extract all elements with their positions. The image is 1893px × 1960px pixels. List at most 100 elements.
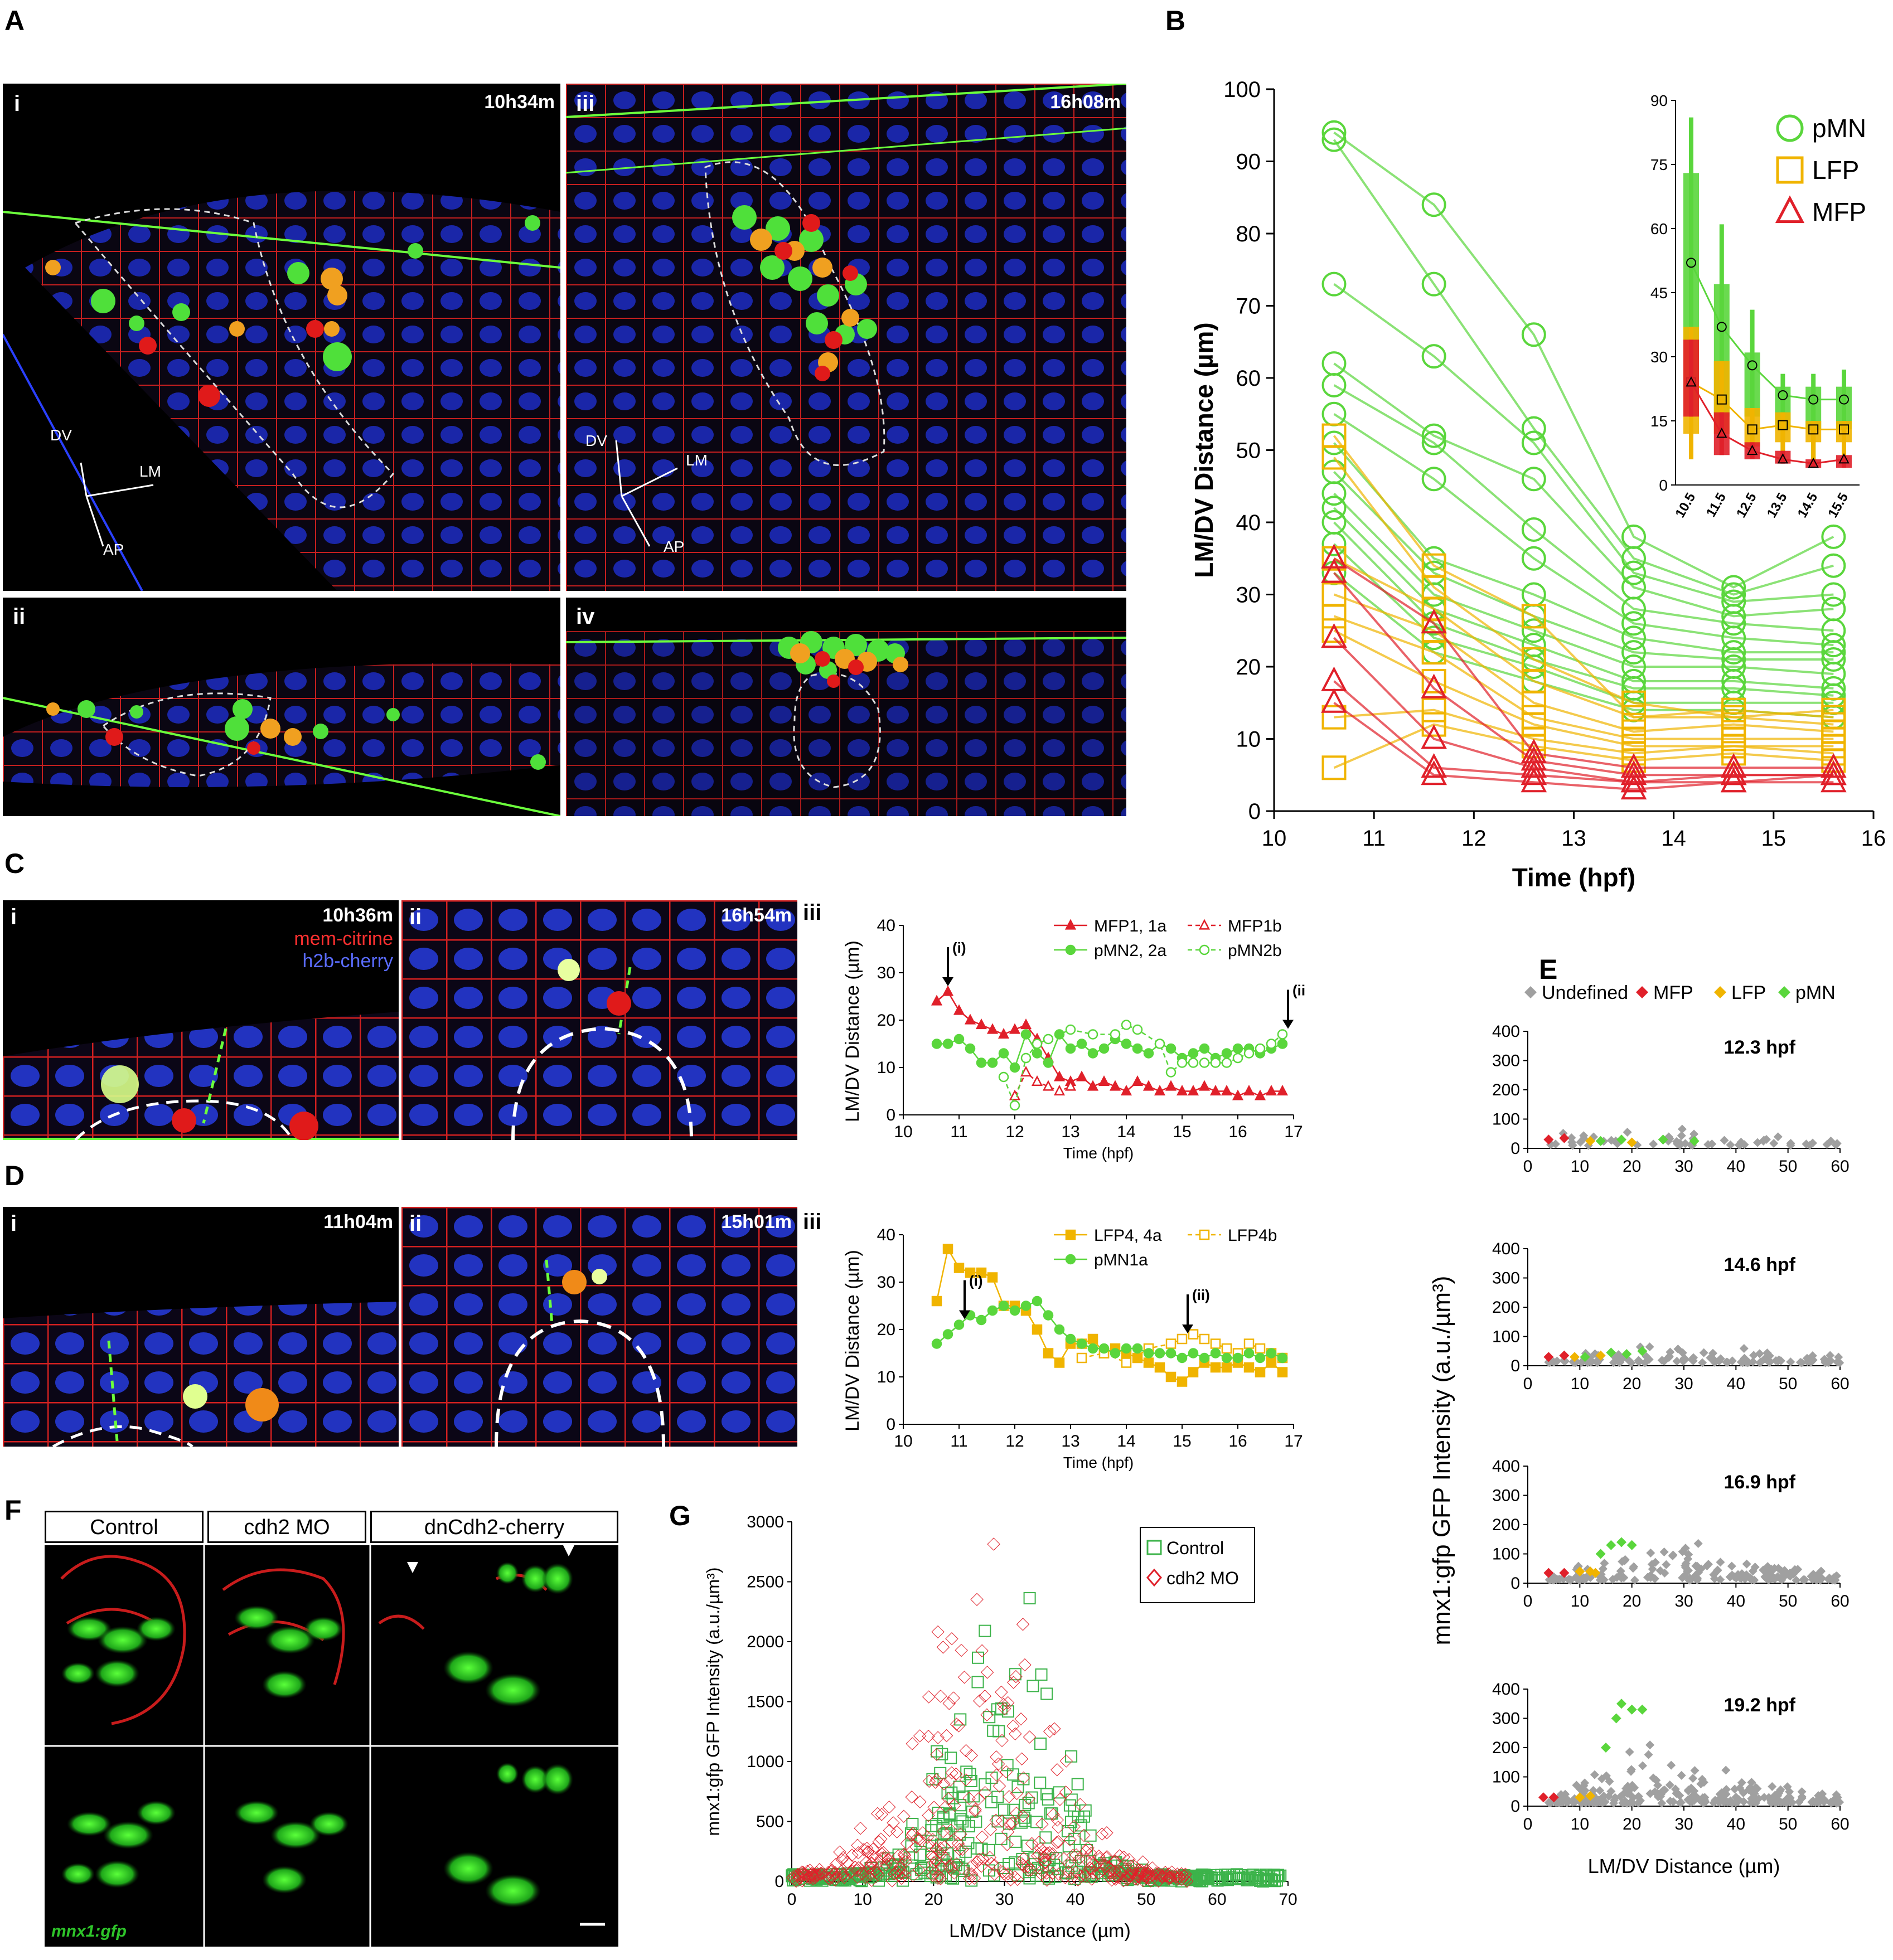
- data-point-cdh2-mo: [1040, 1874, 1054, 1887]
- data-point-undefined: [1597, 1774, 1606, 1784]
- data-point-undefined: [1657, 1798, 1667, 1808]
- data-point-cdh2-mo: [945, 1632, 958, 1646]
- channel-label-membrane: mem-citrine: [294, 928, 393, 949]
- data-point-cdh2-mo: [895, 1871, 908, 1885]
- data-point: [1121, 1357, 1132, 1368]
- data-point-undefined: [1826, 1351, 1835, 1360]
- y-tick-label: 50: [1236, 439, 1261, 463]
- data-point-undefined: [1749, 1794, 1759, 1803]
- data-point: [1210, 1362, 1221, 1373]
- y-axis-title: LM/DV Distance (µm): [842, 940, 863, 1122]
- data-point-control: [971, 1842, 984, 1855]
- channel-label-nuclear: h2b-cherry: [302, 950, 393, 972]
- legend-marker-control: [1146, 1540, 1162, 1555]
- data-point-cdh2-mo: [971, 1792, 985, 1806]
- data-point-undefined: [1773, 1572, 1783, 1581]
- data-point-cdh2-mo: [959, 1773, 972, 1787]
- data-point-cdh2-mo: [1040, 1866, 1053, 1880]
- data-point-cdh2-mo: [998, 1702, 1011, 1715]
- data-point-undefined: [1621, 1784, 1631, 1793]
- data-point-control: [1237, 1872, 1250, 1885]
- data-point-undefined: [1644, 1355, 1654, 1364]
- data-point: [1042, 1080, 1054, 1091]
- data-point: [976, 1314, 987, 1326]
- data-point: [1198, 1080, 1211, 1091]
- data-point-undefined: [1770, 1574, 1780, 1584]
- data-point-cdh2-mo: [1059, 1786, 1073, 1799]
- data-point-cdh2-mo: [877, 1851, 890, 1865]
- data-point-undefined: [1707, 1139, 1717, 1149]
- data-point: [1255, 1043, 1266, 1054]
- data-point-control: [964, 1768, 976, 1781]
- data-point-control: [995, 1702, 1008, 1715]
- data-point-cdh2-mo: [1087, 1866, 1100, 1880]
- data-point-cdh2-mo: [866, 1849, 880, 1863]
- data-point-cdh2-mo: [1033, 1835, 1046, 1849]
- timestamp: 15h01m: [721, 1211, 792, 1233]
- y-tick-label: 0: [1510, 1139, 1520, 1158]
- data-point-control: [965, 1774, 977, 1787]
- data-point-mfp: [1559, 1568, 1570, 1578]
- data-point-undefined: [1672, 1356, 1682, 1366]
- data-point: [1277, 1039, 1288, 1049]
- data-point-control: [1234, 1869, 1247, 1882]
- data-point-cdh2-mo: [943, 1773, 957, 1787]
- data-point-cdh2-mo: [947, 1691, 960, 1705]
- data-point: [1110, 1348, 1121, 1359]
- data-point-cdh2-mo: [929, 1842, 943, 1856]
- data-point-undefined: [1671, 1784, 1680, 1794]
- inset-x-tick-label: 14.5: [1795, 491, 1821, 521]
- data-point-undefined: [1579, 1131, 1589, 1141]
- y-tick-label: 30: [877, 964, 895, 982]
- data-point-cdh2-mo: [900, 1837, 914, 1850]
- y-tick-label: 0: [774, 1872, 784, 1891]
- data-point: [1165, 1348, 1177, 1359]
- data-point-undefined: [1590, 1770, 1599, 1779]
- data-point-cdh2-mo: [1145, 1861, 1159, 1875]
- data-point-undefined: [1580, 1786, 1590, 1795]
- data-point: [1210, 1338, 1221, 1349]
- y-tick-label: 0: [1510, 1357, 1520, 1375]
- data-point: [1254, 1089, 1266, 1100]
- data-point: [1043, 1348, 1054, 1359]
- data-point-mfp: [1321, 688, 1347, 713]
- data-point-cdh2-mo: [1022, 1792, 1035, 1806]
- data-point-pmn: [1621, 611, 1646, 636]
- panel-label: 19.2 hpf: [1724, 1695, 1796, 1716]
- data-point-undefined: [1797, 1358, 1807, 1367]
- y-tick-label: 10: [1236, 727, 1261, 752]
- data-point: [1154, 1039, 1165, 1049]
- y-tick-label: 100: [1492, 1768, 1520, 1787]
- data-point-cdh2-mo: [1085, 1862, 1099, 1876]
- timestamp: 10h36m: [322, 905, 393, 926]
- data-point-pmn: [1621, 560, 1646, 585]
- data-point-cdh2-mo: [1018, 1658, 1032, 1672]
- data-point-cdh2-mo: [1146, 1869, 1160, 1883]
- data-point-control: [1062, 1867, 1074, 1880]
- data-point-undefined: [1698, 1358, 1707, 1367]
- data-point-control: [914, 1849, 927, 1861]
- y-tick-label: 100: [1492, 1545, 1520, 1564]
- data-point-cdh2-mo: [928, 1775, 942, 1789]
- data-point: [965, 1043, 976, 1054]
- series-line-pmn: [1333, 543, 1834, 704]
- x-tick-label: 60: [1831, 1375, 1849, 1393]
- timestamp: 16h54m: [721, 905, 792, 926]
- y-tick-label: 300: [1492, 1487, 1520, 1505]
- data-point-cdh2-mo: [825, 1871, 839, 1884]
- data-point: [1243, 1338, 1255, 1349]
- data-point: [1065, 1333, 1076, 1345]
- inset-mean-lfp: [1808, 424, 1819, 435]
- data-point-control: [1222, 1874, 1234, 1886]
- data-point-undefined: [1683, 1786, 1693, 1796]
- data-point-cdh2-mo: [942, 1697, 956, 1710]
- data-point-pmn: [1595, 1136, 1606, 1146]
- data-point-mfp: [1543, 1134, 1554, 1145]
- data-point: [1188, 1367, 1199, 1377]
- series-line-pmn: [1333, 442, 1834, 654]
- subpanel-label: i: [14, 91, 21, 116]
- data-point-control: [1194, 1871, 1207, 1884]
- data-point-control: [946, 1872, 959, 1885]
- data-point-pmn: [1321, 127, 1347, 152]
- arrowhead-icon: [1182, 1325, 1193, 1333]
